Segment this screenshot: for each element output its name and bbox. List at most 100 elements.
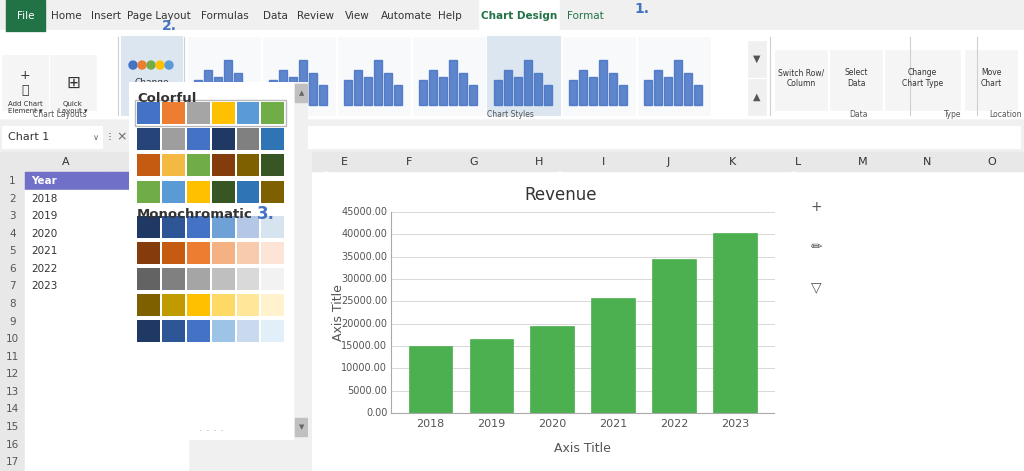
Bar — [312, 152, 377, 172]
Bar — [25, 313, 108, 330]
Bar — [261, 216, 285, 238]
Text: 2019: 2019 — [477, 419, 506, 429]
Text: Change
Chart Type: Change Chart Type — [902, 68, 943, 88]
Bar — [261, 294, 285, 317]
Text: 2567: 2567 — [135, 246, 162, 256]
Bar — [713, 233, 757, 413]
Text: A: A — [62, 157, 70, 167]
Bar — [504, 70, 512, 105]
Text: 16: 16 — [6, 439, 19, 450]
Circle shape — [555, 172, 565, 182]
Bar — [108, 243, 189, 260]
Text: Axis Title: Axis Title — [332, 284, 345, 341]
Bar — [186, 268, 210, 291]
Bar — [186, 129, 210, 150]
Bar — [294, 82, 308, 440]
Bar — [244, 85, 252, 105]
Bar — [25, 383, 108, 401]
Bar — [312, 383, 1024, 401]
Bar — [108, 295, 189, 313]
Text: Data: Data — [849, 110, 867, 119]
Bar — [25, 172, 108, 190]
Text: K: K — [729, 157, 736, 167]
Text: Page Layout: Page Layout — [127, 11, 190, 21]
Bar — [312, 348, 1024, 365]
Bar — [295, 84, 307, 102]
Bar — [654, 70, 662, 105]
Bar — [0, 32, 120, 120]
Text: Year: Year — [31, 176, 56, 186]
Text: 2023: 2023 — [31, 281, 57, 292]
Bar — [261, 268, 285, 291]
Text: L: L — [795, 157, 801, 167]
Bar — [25, 295, 108, 313]
Bar — [312, 277, 1024, 295]
Bar — [135, 100, 287, 126]
Bar — [186, 320, 210, 342]
Text: 10000.00: 10000.00 — [341, 363, 387, 374]
Bar — [25, 401, 108, 418]
Bar — [186, 102, 210, 124]
Bar — [0, 152, 25, 172]
Text: ▼: ▼ — [299, 424, 304, 430]
Text: 2020: 2020 — [31, 228, 57, 239]
Text: Location: Location — [989, 110, 1021, 119]
Text: 2021: 2021 — [599, 419, 628, 429]
Text: Type: Type — [944, 110, 962, 119]
Bar — [413, 37, 485, 115]
Bar — [312, 225, 1024, 243]
Bar — [429, 70, 437, 105]
Text: +
📊: + 📊 — [19, 69, 31, 97]
Bar — [618, 85, 627, 105]
Bar — [802, 193, 830, 221]
Bar — [765, 152, 829, 172]
Bar — [162, 216, 184, 238]
Text: 17: 17 — [6, 457, 19, 467]
Circle shape — [790, 172, 799, 182]
Bar — [312, 313, 1024, 330]
Bar — [748, 79, 766, 115]
Bar — [0, 243, 25, 260]
Bar — [0, 365, 25, 383]
Bar — [312, 190, 1024, 207]
Text: 1.: 1. — [634, 2, 649, 16]
Bar — [0, 0, 1024, 30]
Text: Charts: Charts — [215, 107, 233, 112]
Circle shape — [322, 315, 332, 325]
Bar — [0, 207, 25, 225]
Bar — [186, 181, 210, 203]
Bar — [212, 181, 234, 203]
Bar — [261, 320, 285, 342]
Text: E: E — [341, 157, 348, 167]
Text: 1500: 1500 — [135, 194, 161, 203]
Bar — [108, 152, 189, 172]
Bar — [137, 294, 160, 317]
Text: 1: 1 — [9, 176, 15, 186]
Text: 14: 14 — [6, 405, 19, 414]
Bar — [700, 152, 765, 172]
Circle shape — [322, 458, 332, 468]
Bar — [186, 243, 210, 264]
Text: Formulas: Formulas — [201, 11, 249, 21]
Bar — [162, 320, 184, 342]
Bar — [534, 73, 542, 105]
Text: +: + — [810, 200, 822, 214]
Bar — [312, 260, 1024, 277]
Text: 25000.00: 25000.00 — [341, 296, 387, 307]
Bar — [261, 181, 285, 203]
Bar — [108, 207, 189, 225]
Text: Switch Row/
Column: Switch Row/ Column — [778, 68, 824, 88]
Bar — [830, 50, 882, 110]
Text: Change: Change — [135, 78, 169, 87]
Bar — [409, 346, 453, 413]
Bar — [108, 225, 189, 243]
Bar — [108, 277, 189, 295]
Bar — [494, 80, 502, 105]
Text: 1957: 1957 — [135, 228, 162, 239]
Text: O: O — [987, 157, 996, 167]
Bar — [2, 55, 48, 110]
Circle shape — [129, 61, 137, 69]
Bar — [25, 330, 108, 348]
Bar — [299, 60, 307, 105]
Bar — [694, 85, 702, 105]
